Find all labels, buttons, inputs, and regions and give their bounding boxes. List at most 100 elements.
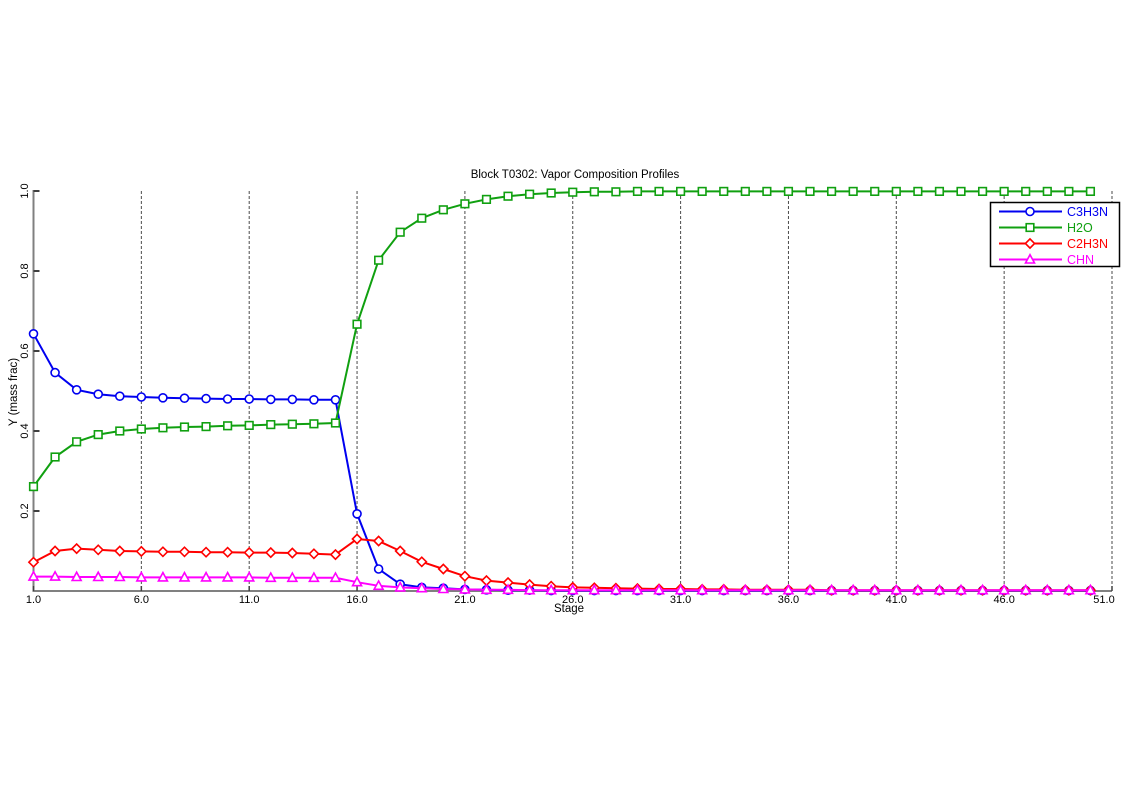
series-C3H3N-marker bbox=[222, 394, 233, 404]
series-H2O-marker bbox=[546, 188, 556, 198]
x-tick-label: 26.0 bbox=[562, 594, 583, 606]
series-H2O-marker bbox=[244, 420, 254, 431]
series-H2O-marker bbox=[72, 437, 82, 447]
series-H2O-marker bbox=[977, 186, 988, 197]
series-CHN-marker bbox=[178, 570, 191, 582]
series-CHN-marker bbox=[782, 583, 795, 595]
series-C2H3N-marker bbox=[437, 563, 450, 575]
series-C2H3N-marker bbox=[329, 548, 342, 561]
y-tick-label: 0.8 bbox=[19, 263, 31, 278]
series-H2O-marker bbox=[158, 423, 168, 433]
series-CHN-marker bbox=[1084, 583, 1097, 595]
series-H2O-marker bbox=[826, 186, 837, 197]
series-H2O-marker bbox=[28, 481, 39, 492]
series-H2O-marker bbox=[1042, 186, 1052, 197]
series-CHN-marker bbox=[221, 570, 234, 582]
series-CHN-marker bbox=[27, 570, 40, 581]
series-H2O-marker bbox=[956, 186, 966, 197]
series-CHN-marker bbox=[394, 580, 407, 592]
series-C3H3N-marker bbox=[265, 394, 276, 405]
series-CHN-marker bbox=[912, 583, 924, 595]
series-H2O-marker bbox=[374, 255, 384, 265]
series-CHN-marker bbox=[459, 582, 471, 594]
series-CHN-marker bbox=[329, 571, 342, 583]
series-CHN-marker bbox=[976, 583, 989, 595]
series-H2O-marker bbox=[460, 199, 470, 209]
legend-CHN-marker bbox=[1024, 253, 1036, 264]
series-CHN-marker bbox=[631, 583, 644, 595]
series-CHN-marker bbox=[480, 583, 493, 595]
series-CHN-marker bbox=[135, 570, 148, 582]
series-C3H3N-marker bbox=[287, 394, 298, 405]
series-C2H3N-marker bbox=[92, 544, 104, 556]
series-CHN-marker bbox=[264, 571, 277, 583]
series-C2H3N-marker bbox=[459, 570, 471, 582]
series-H2O-marker bbox=[93, 429, 103, 440]
series-H2O-marker bbox=[675, 186, 686, 197]
series-H2O-marker bbox=[503, 191, 513, 201]
series-H2O-marker bbox=[805, 186, 815, 197]
series-C3H3N-marker bbox=[309, 394, 319, 405]
series-CHN-marker bbox=[868, 583, 881, 595]
series-C2H3N-marker bbox=[308, 548, 320, 560]
series-H2O-marker bbox=[589, 187, 599, 197]
series-C2H3N-marker bbox=[27, 556, 40, 568]
series-CHN-marker bbox=[1019, 583, 1032, 595]
series-CHN-marker bbox=[804, 583, 816, 595]
series-H2O-marker bbox=[395, 227, 405, 237]
legend-CHN-label: CHN bbox=[1067, 253, 1094, 267]
series-C2H3N-marker bbox=[114, 545, 126, 557]
series-C2H3N-marker bbox=[416, 556, 428, 568]
series-CHN-marker bbox=[566, 583, 579, 595]
series-CHN-marker bbox=[653, 583, 665, 595]
series-CHN-marker bbox=[243, 570, 256, 582]
series-CHN-marker bbox=[1041, 583, 1054, 595]
chart-title: Block T0302: Vapor Composition Profiles bbox=[470, 169, 680, 181]
x-tick-label: 16.0 bbox=[346, 594, 367, 606]
series-CHN-marker bbox=[351, 575, 363, 587]
series-C3H3N-marker bbox=[373, 564, 384, 574]
series-CHN-marker bbox=[286, 571, 299, 583]
series-H2O-marker bbox=[287, 419, 297, 429]
series-H2O-marker bbox=[115, 426, 125, 436]
series-CHN-marker bbox=[545, 583, 558, 595]
series-C2H3N-marker bbox=[243, 546, 255, 559]
series-H2O-marker bbox=[179, 422, 190, 432]
series-H2O-marker bbox=[740, 186, 750, 197]
series-CHN-marker bbox=[588, 583, 601, 595]
series-C2H3N-marker bbox=[394, 545, 406, 557]
series-CHN-marker bbox=[674, 583, 687, 595]
series-H2O-marker bbox=[697, 186, 707, 197]
series-CHN-marker bbox=[847, 583, 860, 595]
series-CHN-marker bbox=[998, 583, 1010, 595]
series-CHN-marker bbox=[415, 581, 428, 593]
series-H2O-marker bbox=[870, 186, 880, 197]
series-CHN-marker bbox=[92, 570, 105, 582]
series-H2O-marker bbox=[223, 421, 233, 431]
series-C3H3N-marker bbox=[136, 392, 147, 402]
x-tick-label: 31.0 bbox=[670, 594, 691, 606]
legend-C3H3N-marker bbox=[1025, 206, 1035, 217]
series-H2O-marker bbox=[352, 319, 362, 329]
series-C3H3N-marker bbox=[28, 328, 39, 339]
x-tick-label: 11.0 bbox=[239, 594, 260, 606]
series-H2O-marker bbox=[783, 186, 794, 197]
series-H2O-marker bbox=[611, 187, 621, 197]
series-H2O-line bbox=[32, 190, 1091, 488]
series-C2H3N-marker bbox=[372, 535, 385, 547]
legend-box bbox=[989, 201, 1121, 268]
series-C2H3N-marker bbox=[480, 574, 493, 587]
series-H2O-marker bbox=[1021, 186, 1031, 197]
series-CHN-marker bbox=[825, 583, 838, 595]
series-H2O-marker bbox=[568, 187, 578, 197]
series-CHN-marker bbox=[523, 583, 536, 595]
series-H2O-marker bbox=[999, 186, 1009, 197]
series-CHN-marker bbox=[717, 583, 730, 595]
series-C2H3N-marker bbox=[178, 546, 191, 558]
legend-C2H3N-label: C2H3N bbox=[1067, 237, 1108, 251]
series-H2O-marker bbox=[481, 194, 492, 205]
series-CHN-marker bbox=[372, 579, 385, 591]
y-axis-label: Y (mass frac) bbox=[8, 357, 20, 427]
y-tick-label: 0.4 bbox=[19, 423, 31, 438]
